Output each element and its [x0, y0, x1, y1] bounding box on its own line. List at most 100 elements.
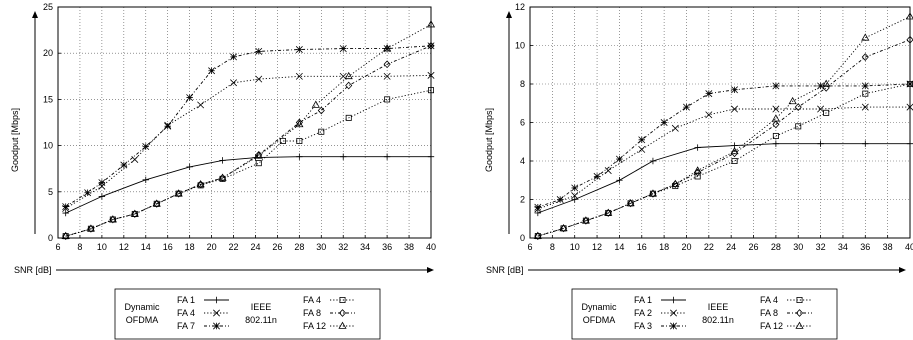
data-point — [626, 198, 635, 207]
data-point — [383, 44, 392, 52]
data-point — [152, 199, 161, 207]
y-tick-label: 10 — [515, 41, 525, 51]
data-point — [730, 149, 739, 158]
series-3 — [62, 42, 435, 211]
data-point — [559, 223, 568, 232]
legend: Dynamic OFDMA IEEE 802.11n FA 1 FA 2 FA 3 FA 4 F… — [571, 288, 838, 340]
legend-marker — [338, 321, 347, 329]
legend-box — [571, 288, 838, 340]
data-point — [905, 12, 913, 20]
data-point — [906, 35, 913, 44]
x-tick-label: 34 — [360, 242, 370, 252]
data-point — [823, 109, 830, 116]
legend-marker — [213, 296, 220, 304]
grid — [529, 6, 911, 239]
data-point — [108, 215, 117, 223]
y-tick-label: 8 — [520, 79, 525, 89]
legend-marker — [338, 309, 347, 317]
x-tick-label: 24 — [726, 242, 736, 252]
legend-label: FA 2 — [634, 308, 652, 318]
series-line — [537, 39, 911, 237]
x-tick-label: 16 — [163, 242, 173, 252]
x-tick-label: 10 — [570, 242, 580, 252]
legend-marker — [670, 322, 677, 330]
legend-marker — [795, 309, 804, 317]
data-point — [345, 114, 352, 121]
series-line — [65, 156, 431, 214]
x-tick-label: 28 — [771, 242, 781, 252]
data-point — [731, 86, 739, 94]
y-tick-label: 20 — [43, 48, 53, 58]
legend-group-title: OFDMA — [126, 315, 159, 325]
data-point — [822, 79, 831, 87]
data-point — [427, 87, 434, 94]
chart-panel-1: 6 8 10 12 14 16 18 20 22 24 26 28 30 32 34 36 38 40 0 5 10 15… — [10, 2, 436, 340]
data-point — [86, 224, 95, 232]
x-tick-label: 18 — [659, 242, 669, 252]
x-axis-arrowhead — [899, 267, 906, 273]
x-tick-label: 18 — [185, 242, 195, 252]
legend-group-title: Dynamic — [124, 302, 160, 312]
data-point — [638, 145, 646, 153]
series-line — [65, 45, 432, 207]
series-2 — [62, 71, 435, 212]
data-point — [340, 153, 347, 160]
data-point — [906, 103, 913, 111]
data-point — [208, 67, 216, 75]
legend-label: FA 12 — [303, 321, 326, 331]
x-tick-label: 20 — [207, 242, 217, 252]
data-point — [344, 71, 353, 80]
data-point — [230, 79, 238, 87]
data-point — [705, 90, 713, 98]
data-point — [671, 180, 679, 188]
data-point — [84, 189, 92, 197]
x-tick-label: 30 — [316, 242, 326, 252]
legend: Dynamic OFDMA IEEE 802.11n FA 1 FA 4 FA 7 FA 4 F… — [114, 288, 381, 340]
x-tick-label: 16 — [637, 242, 647, 252]
data-point — [120, 161, 128, 169]
legend-marker — [213, 322, 220, 330]
data-point — [788, 96, 797, 105]
data-point — [533, 231, 542, 239]
data-point — [660, 119, 668, 126]
data-point — [255, 160, 262, 167]
data-point — [164, 122, 172, 130]
legend-label: FA 7 — [177, 321, 195, 331]
data-point — [730, 146, 739, 155]
data-point — [109, 215, 117, 224]
data-point — [731, 105, 739, 113]
data-point — [98, 179, 106, 187]
legend-marker — [795, 321, 804, 329]
data-point — [98, 193, 106, 200]
data-point — [593, 172, 601, 180]
data-point — [861, 53, 869, 61]
data-point — [906, 140, 913, 147]
data-point — [671, 179, 680, 187]
x-tick-label: 36 — [860, 242, 870, 252]
x-tick-label: 38 — [883, 242, 893, 252]
x-tick-label: 6 — [55, 242, 60, 252]
x-tick-label: 40 — [426, 242, 436, 252]
data-point — [534, 209, 542, 217]
data-point — [219, 157, 226, 164]
legend-label: FA 4 — [760, 295, 778, 305]
data-point — [142, 176, 149, 183]
legend-marker — [670, 309, 677, 317]
data-point — [295, 118, 303, 127]
y-axis-arrowhead — [32, 11, 38, 18]
series-5 — [534, 35, 913, 240]
series-line — [65, 89, 432, 237]
data-point — [731, 157, 738, 164]
data-point — [153, 199, 161, 208]
data-point — [616, 177, 623, 184]
data-point — [604, 209, 612, 217]
data-point — [339, 45, 347, 53]
legend-group-title: IEEE — [708, 302, 729, 312]
series-6 — [61, 20, 436, 239]
x-tick-label: 30 — [793, 242, 803, 252]
legend-box — [114, 288, 381, 340]
data-point — [383, 72, 391, 80]
legend-label: FA 3 — [634, 321, 652, 331]
y-axis-arrowhead — [506, 11, 512, 18]
